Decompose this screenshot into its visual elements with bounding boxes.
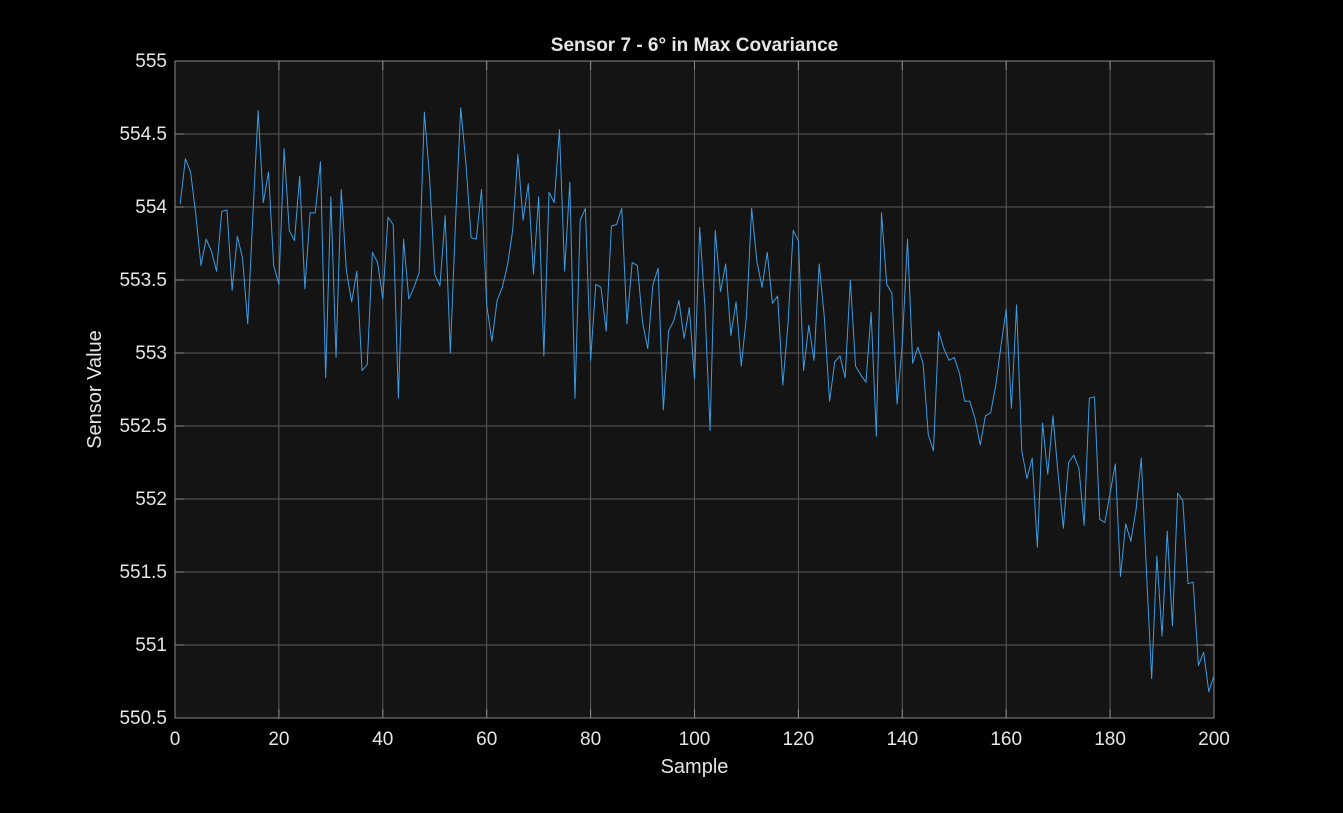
x-tick-label: 60 [476, 729, 497, 750]
x-tick-label: 100 [679, 729, 711, 750]
x-tick-label: 140 [886, 729, 918, 750]
y-tick-label: 555 [135, 51, 167, 72]
y-tick-label: 550.5 [119, 708, 167, 729]
x-tick-label: 40 [372, 729, 393, 750]
y-tick-label: 554 [135, 197, 167, 218]
series-line [179, 107, 1215, 693]
x-axis-label: Sample [661, 756, 729, 778]
x-tick-label: 160 [990, 729, 1022, 750]
y-tick-label: 553 [135, 343, 167, 364]
x-tick-label: 80 [580, 729, 601, 750]
y-axis-label: Sensor Value [84, 330, 106, 449]
grid [175, 61, 1214, 718]
x-tick-label: 200 [1198, 729, 1230, 750]
y-tick-label: 553.5 [119, 270, 167, 291]
y-tick-label: 552 [135, 489, 167, 510]
y-tick-label: 552.5 [119, 416, 167, 437]
series-layer [179, 107, 1215, 693]
chart-title: Sensor 7 - 6° in Max Covariance [551, 35, 838, 56]
x-tick-label: 180 [1094, 729, 1126, 750]
y-tick-label: 551 [135, 635, 167, 656]
tick-layer: 0 20 40 60 80 100 120 140 160 180 200 550.5 551 551.5… [119, 51, 1229, 750]
x-tick-label: 20 [268, 729, 289, 750]
y-tick-label: 551.5 [119, 562, 167, 583]
x-tick-label: 120 [783, 729, 815, 750]
x-tick-label: 0 [170, 729, 181, 750]
y-tick-label: 554.5 [119, 124, 167, 145]
